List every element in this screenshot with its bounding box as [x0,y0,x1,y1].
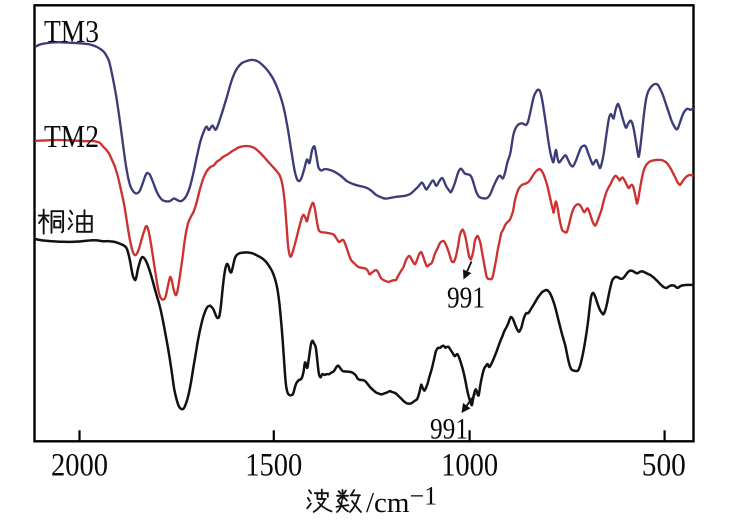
svg-text:991: 991 [430,413,468,446]
svg-text:TM2: TM2 [44,118,99,154]
svg-text:1500: 1500 [245,448,302,484]
svg-text:991: 991 [447,280,485,315]
svg-text:2000: 2000 [51,448,108,484]
svg-text:1000: 1000 [441,448,498,484]
svg-text:/cm−1: /cm−1 [366,482,437,520]
svg-text:TM3: TM3 [44,13,99,49]
svg-text:500: 500 [642,448,686,484]
